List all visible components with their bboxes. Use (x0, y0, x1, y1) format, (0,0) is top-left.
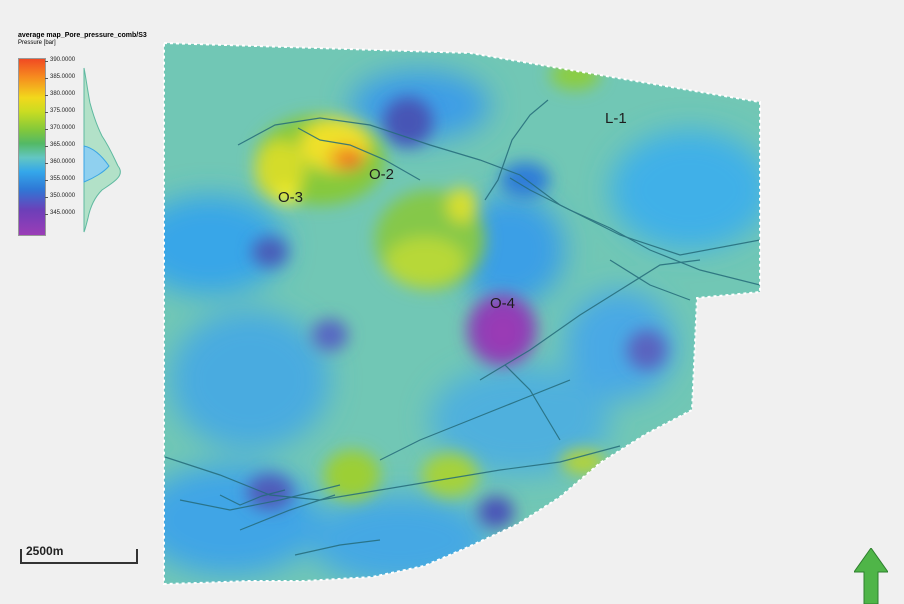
legend-subtitle: Pressure [bar] (18, 40, 56, 46)
scale-bar-left-tick (20, 549, 22, 564)
fault-lines (164, 99, 760, 556)
legend-tick-355: 355.0000 (44, 176, 76, 182)
legend-colorbar (18, 58, 46, 236)
well-label-l1: L-1 (605, 110, 627, 127)
scale-bar-line (20, 562, 136, 564)
legend-histogram (83, 67, 121, 233)
well-label-o4: O-4 (490, 295, 516, 312)
legend-tick-350: 350.0000 (44, 193, 76, 199)
legend-tick-375: 375.0000 (44, 108, 76, 114)
scale-bar-label: 2500m (26, 544, 64, 558)
legend-tick-385: 385.0000 (44, 74, 76, 80)
legend-tick-360: 360.0000 (44, 159, 76, 165)
map-boundary (163, 41, 761, 586)
scale-bar-right-tick (136, 549, 138, 564)
scale-bar: 2500m (20, 544, 138, 564)
legend-tick-365: 365.0000 (44, 142, 76, 148)
legend-tick-345: 345.0000 (44, 210, 76, 216)
legend-title: average map_Pore_pressure_comb/S3 (18, 32, 147, 39)
well-label-o2: O-2 (369, 166, 395, 183)
color-legend: average map_Pore_pressure_comb/S3 Pressu… (16, 32, 156, 236)
legend-tick-380: 380.0000 (44, 91, 76, 97)
legend-tick-370: 370.0000 (44, 125, 76, 131)
pressure-surface (164, 43, 760, 584)
well-label-o3: O-3 (278, 189, 304, 206)
legend-tick-390: 390.0000 (44, 57, 76, 63)
north-arrow-icon (854, 548, 888, 604)
